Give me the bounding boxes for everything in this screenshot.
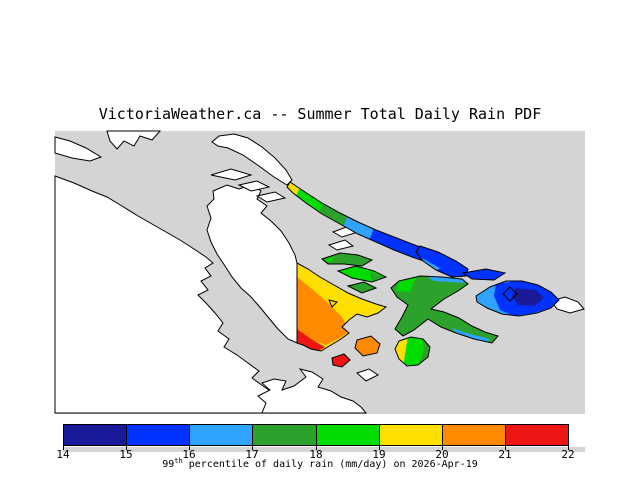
colorbar-segment bbox=[127, 425, 191, 445]
tick-label: 16 bbox=[182, 448, 196, 461]
tick-label: 15 bbox=[119, 448, 133, 461]
land-sliver-5 bbox=[327, 239, 355, 251]
tick-mark bbox=[505, 446, 506, 450]
plot-title: VictoriaWeather.ca -- Summer Total Daily… bbox=[98, 105, 542, 123]
tick-label: 20 bbox=[435, 448, 449, 461]
tick-mark bbox=[442, 446, 443, 450]
land-group bbox=[54, 130, 585, 414]
tick-mark bbox=[126, 446, 127, 450]
tick-label: 19 bbox=[372, 448, 386, 461]
colorbar-caption: 99th percentile of daily rain (mm/day) o… bbox=[0, 457, 640, 470]
tick-mark bbox=[316, 446, 317, 450]
tick-label: 17 bbox=[245, 448, 259, 461]
island-prevost bbox=[320, 252, 388, 294]
land-sliver-1 bbox=[210, 168, 253, 181]
land-sliver-2 bbox=[237, 180, 271, 192]
island-pender bbox=[390, 275, 499, 344]
colorbar-segment bbox=[379, 425, 443, 445]
tick-label: 18 bbox=[309, 448, 323, 461]
tick-mark bbox=[189, 446, 190, 450]
colorbar-segment bbox=[442, 425, 506, 445]
island-saturna bbox=[475, 280, 560, 317]
land-small-island-1 bbox=[356, 368, 379, 382]
tick-label: 14 bbox=[56, 448, 70, 461]
island-red-dot bbox=[331, 353, 351, 368]
colorbar-segment bbox=[190, 425, 254, 445]
land-top-edge-island bbox=[106, 130, 162, 150]
land-topleft-strip bbox=[54, 136, 103, 162]
island-orange-diamond bbox=[354, 335, 381, 357]
tick-mark bbox=[252, 446, 253, 450]
caption-prefix: 99 bbox=[162, 459, 175, 470]
land-saturna-tip bbox=[550, 296, 585, 314]
colorbar bbox=[63, 424, 569, 446]
caption-superscript: th bbox=[174, 457, 183, 465]
tick-mark bbox=[63, 446, 64, 450]
blob-notch bbox=[328, 299, 338, 308]
tick-mark bbox=[379, 446, 380, 450]
tick-mark bbox=[568, 446, 569, 450]
land-sliver-3 bbox=[255, 191, 287, 203]
island-samuel bbox=[461, 268, 507, 281]
diamond-marker-icon bbox=[502, 286, 518, 302]
tick-label: 21 bbox=[498, 448, 512, 461]
colorbar-shadow bbox=[63, 447, 585, 452]
land-vancouver-island bbox=[54, 175, 284, 414]
colorbar-segment bbox=[316, 425, 380, 445]
colorbar-segment bbox=[64, 425, 128, 445]
colorbar-segment bbox=[253, 425, 317, 445]
caption-rest: percentile of daily rain (mm/day) on 202… bbox=[182, 459, 478, 470]
land-crescent-island bbox=[211, 133, 293, 186]
land-saanich-peninsula bbox=[257, 368, 368, 414]
colorbar-segment bbox=[505, 425, 568, 445]
tick-label: 22 bbox=[561, 448, 575, 461]
